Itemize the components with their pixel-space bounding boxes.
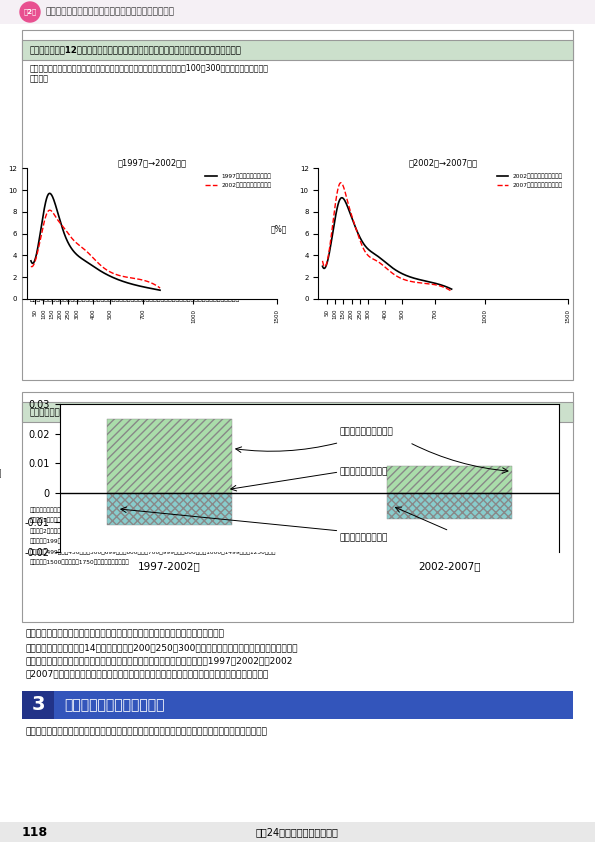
Line: 1997年の非正規雇用者分布: 1997年の非正規雇用者分布 [31, 194, 160, 290]
Text: 3）役職の卒業者については、各所得階層ごとに非正規雇用者の卒業者に占める役職の比率と同一として人数を推計。: 3）役職の卒業者については、各所得階層ごとに非正規雇用者の卒業者に占める役職の比… [30, 296, 240, 301]
Text: 2）男女も含めた全体に対してとある割合を表している。そのため、各年の合計は100にならない。: 2）男女も含めた全体に対してとある割合を表している。そのため、各年の合計は100… [30, 285, 214, 290]
2002年の非正規雇用者分布 [319, 261, 326, 271]
2007年の非正規雇用者分布 [436, 281, 443, 291]
Line: 2002年の非正規雇用者分布: 2002年の非正規雇用者分布 [31, 210, 160, 288]
Title: （1997年→2002年）: （1997年→2002年） [117, 158, 186, 168]
Text: （注）　1）平均対数偏差の計算方法については、付注４を参照。: （注） 1）平均対数偏差の計算方法については、付注４を参照。 [30, 518, 135, 523]
Text: ～2007年のいずれにおいても共に非正規雇用者比率の上昇により変化のほとんどが説明できる。: ～2007年のいずれにおいても共に非正規雇用者比率の上昇により変化のほとんどが説… [25, 669, 268, 678]
1997年の非正規雇用者分布 [28, 257, 35, 267]
Text: ている。: ている。 [30, 74, 49, 83]
Text: 雇用者を除くものとした（卒業者に限る）。: 雇用者を除くものとした（卒業者に限る）。 [30, 274, 124, 280]
2002年の非正規雇用者分布 [448, 284, 455, 294]
Text: 非正規雇用者比率の上昇が雇用者所得の格差拡大の要因となっている。: 非正規雇用者比率の上昇が雇用者所得の格差拡大の要因となっている。 [215, 428, 379, 436]
2002年の非正規雇用者分布 [428, 277, 436, 287]
2002年の非正規雇用者分布 [339, 193, 346, 203]
1997年の非正規雇用者分布 [145, 283, 152, 293]
Bar [0, 0, 595, 24]
2002年の非正規雇用者分布 [436, 280, 443, 290]
2002年の非正規雇用者分布 [145, 277, 152, 287]
2002年の非正規雇用者分布 [399, 269, 406, 279]
Text: 第２－（１）－12図　雇用者全体の雇用者所得の分布に占める非正規雇用者の割合の変化: 第２－（１）－12図 雇用者全体の雇用者所得の分布に占める非正規雇用者の割合の変… [30, 45, 242, 55]
2007年の非正規雇用者分布 [428, 279, 436, 289]
Legend: 2002年の非正規雇用者分布, 2007年の非正規雇用者分布: 2002年の非正規雇用者分布, 2007年の非正規雇用者分布 [494, 171, 565, 190]
2002年の非正規雇用者分布 [396, 268, 403, 278]
Text: 2）各年収区分の薦級値を、50万円未満＝25万円、50～99万円＝75万円、100～149万円＝125万円、150～: 2）各年収区分の薦級値を、50万円未満＝25万円、50～99万円＝75万円、10… [30, 528, 252, 534]
Text: 118: 118 [22, 825, 48, 839]
Text: 非正規雇用者の現状と課題: 非正規雇用者の現状と課題 [64, 698, 164, 712]
1997年の非正規雇用者分布 [104, 270, 111, 280]
Text: 資料出所　総務省統計局「就業構造基本調査」をもとに厚生労働省労働政策担当参事官室にて作成: 資料出所 総務省統計局「就業構造基本調査」をもとに厚生労働省労働政策担当参事官室… [30, 507, 184, 513]
2002年の非正規雇用者分布 [156, 283, 164, 293]
Text: 3: 3 [32, 695, 45, 715]
Text: 499万円＝450万円、500～699万円＝600万円、700～999万円＝800万円、1000～1499万円＝1250万円、: 499万円＝450万円、500～699万円＝600万円、700～999万円＝80… [30, 549, 276, 555]
1997年の非正規雇用者分布 [27, 256, 35, 266]
2002年の非正規雇用者分布 [46, 205, 54, 216]
Bar [22, 40, 573, 60]
1997年の非正規雇用者分布 [137, 281, 144, 291]
Line: 2002年の非正規雇用者分布: 2002年の非正規雇用者分布 [322, 198, 452, 289]
Text: 低所得者の増加に非正規雇用者比率の上昇が大きな影響を与えているが、ここからは非正規雇用者: 低所得者の増加に非正規雇用者比率の上昇が大きな影響を与えているが、ここからは非正… [25, 727, 267, 736]
Bar [22, 402, 573, 422]
2007年の非正規雇用者分布 [396, 273, 403, 283]
Line: 2007年の非正規雇用者分布: 2007年の非正規雇用者分布 [322, 183, 452, 291]
2002年の非正規雇用者分布 [137, 274, 144, 285]
Bar [387, 466, 512, 493]
Bar [22, 392, 573, 622]
2002年の非正規雇用者分布 [28, 262, 35, 272]
Text: 第２－（１）－13図　雇用者所得のMLD要因分解: 第２－（１）－13図 雇用者所得のMLD要因分解 [30, 408, 161, 417]
Text: グループ比率変動要因: グループ比率変動要因 [339, 428, 393, 436]
Text: 199万円＝175万円、200～249＝225万円、250～299万円＝275万円、300～399万円＝350万円、400～: 199万円＝175万円、200～249＝225万円、250～299万円＝275万… [30, 539, 273, 544]
1997年の非正規雇用者分布 [46, 189, 53, 199]
Text: 資料出所　総務省統計局「就業構造基本調査」をもとに厚生労働省労働政策担当参事官室にて作成: 資料出所 総務省統計局「就業構造基本調査」をもとに厚生労働省労働政策担当参事官室… [30, 252, 195, 258]
1997年の非正規雇用者分布 [105, 270, 112, 280]
2002年の非正規雇用者分布 [320, 262, 327, 272]
Text: （万円）: （万円） [456, 239, 474, 248]
Y-axis label: （%）: （%） [271, 225, 287, 233]
2007年の非正規雇用者分布 [396, 273, 403, 283]
Text: （注）　1）雇用者は「役員を除く雇用者」。正規雇用者は「正規の職員・従業員」、非正規雇用者は雇用者のうち正規: （注） 1）雇用者は「役員を除く雇用者」。正規雇用者は「正規の職員・従業員」、非… [30, 263, 233, 269]
Text: 1500万円以上＝1750万円として計算した。: 1500万円以上＝1750万円として計算した。 [30, 559, 130, 565]
Text: 規雇用者の構成変化とそれぞれのグループ内の所得変化に要因分解すると、1997～2002年、2002: 規雇用者の構成変化とそれぞれのグループ内の所得変化に要因分解すると、1997～2… [25, 656, 292, 665]
2002年の非正規雇用者分布 [396, 267, 403, 277]
Bar [107, 418, 232, 493]
Text: グループ内格差要因: グループ内格差要因 [339, 467, 388, 477]
Text: グループ間格差要因: グループ間格差要因 [339, 534, 388, 543]
Bar [387, 493, 512, 519]
Bar [22, 691, 573, 719]
2002年の非正規雇用者分布 [105, 266, 112, 276]
Text: 非正規雇用者の雇用者所得の分布の変化をみると、非正規雇用者の割合は100～300万円圏で顕著に増加し: 非正規雇用者の雇用者所得の分布の変化をみると、非正規雇用者の割合は100～300… [30, 63, 269, 72]
Text: 貧困・格差の現状と分厚い中間層の復活に向けた課題: 貧困・格差の現状と分厚い中間層の復活に向けた課題 [46, 8, 175, 17]
Bar [0, 822, 595, 842]
2007年の非正規雇用者分布 [399, 274, 406, 284]
2007年の非正規雇用者分布 [448, 286, 455, 296]
Y-axis label: （ポイント）: （ポイント） [0, 469, 2, 478]
Legend: 1997年の非正規雇用者分布, 2002年の非正規雇用者分布: 1997年の非正規雇用者分布, 2002年の非正規雇用者分布 [203, 171, 274, 190]
1997年の非正規雇用者分布 [107, 271, 114, 281]
Text: 平成24年版　労働経済の分析: 平成24年版 労働経済の分析 [256, 827, 339, 837]
Title: （2002年→2007年）: （2002年→2007年） [409, 158, 478, 168]
Text: なわち非正規雇用者比率が上昇したことにより格差が拡大していることがわかる。: なわち非正規雇用者比率が上昇したことにより格差が拡大していることがわかる。 [25, 629, 224, 638]
Text: また、第２－（１）－14図のように年収200、250、300万円未満の比率について正規雇用者と非正: また、第２－（１）－14図のように年収200、250、300万円未満の比率につい… [25, 643, 298, 652]
Text: （万円）: （万円） [186, 239, 204, 248]
2002年の非正規雇用者分布 [104, 265, 111, 275]
2002年の非正規雇用者分布 [107, 267, 114, 277]
2007年の非正規雇用者分布 [337, 178, 344, 188]
Bar [107, 493, 232, 525]
Circle shape [20, 2, 40, 22]
2007年の非正規雇用者分布 [320, 258, 327, 268]
Bar [22, 691, 54, 719]
Text: 第2章: 第2章 [23, 8, 37, 15]
Bar [22, 30, 573, 380]
2007年の非正規雇用者分布 [319, 256, 326, 266]
1997年の非正規雇用者分布 [156, 285, 164, 296]
2002年の非正規雇用者分布 [27, 261, 35, 271]
